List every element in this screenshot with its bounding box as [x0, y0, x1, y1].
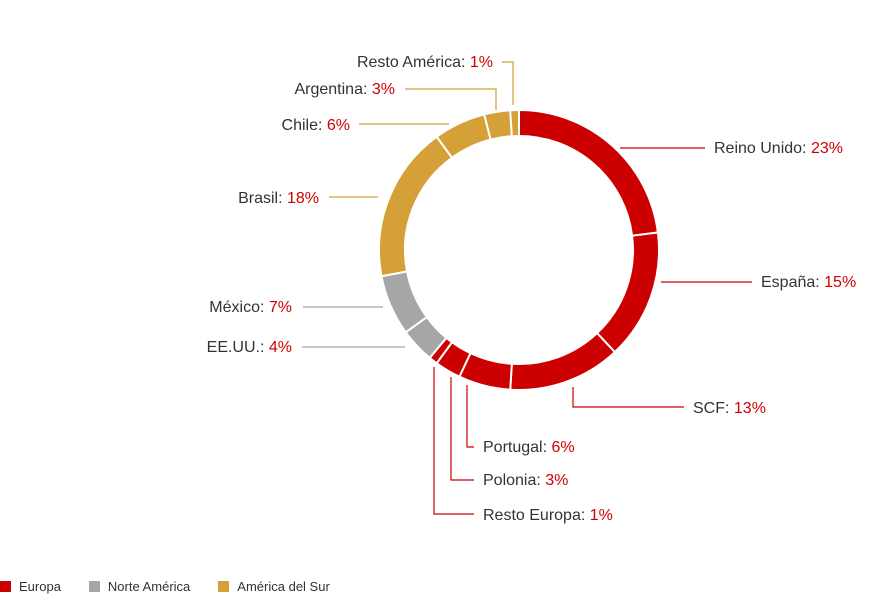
- slice-brasil: [378, 135, 454, 278]
- label-name-resto-europa: Resto Europa:: [483, 507, 590, 524]
- label-value-scf: 13%: [734, 400, 766, 417]
- legend-item-europa: Europa: [0, 579, 61, 594]
- label-mexico: México: 7%: [209, 299, 292, 316]
- label-resto-america: Resto América: 1%: [357, 54, 493, 71]
- label-name-scf: SCF:: [693, 400, 734, 417]
- label-name-reino-unido: Reino Unido:: [714, 140, 811, 157]
- label-value-espana: 15%: [824, 274, 856, 291]
- legend-swatch-europa: [0, 581, 11, 592]
- slice-espana: [595, 231, 660, 354]
- label-value-argentina: 3%: [372, 81, 395, 98]
- label-chile: Chile: 6%: [282, 117, 350, 134]
- label-resto-europa: Resto Europa: 1%: [483, 507, 613, 524]
- label-value-brasil: 18%: [287, 190, 319, 207]
- label-value-portugal: 6%: [551, 439, 574, 456]
- leader-line-portugal: [466, 385, 474, 448]
- leader-line-resto-america: [502, 61, 514, 105]
- legend-label-europa: Europa: [19, 579, 61, 594]
- label-value-mexico: 7%: [269, 299, 292, 316]
- label-value-resto-europa: 1%: [590, 507, 613, 524]
- label-name-espana: España:: [761, 274, 824, 291]
- label-name-polonia: Polonia:: [483, 472, 545, 489]
- leader-line-scf: [572, 387, 684, 408]
- label-scf: SCF: 13%: [693, 400, 766, 417]
- label-argentina: Argentina: 3%: [294, 81, 395, 98]
- legend-swatch-norte-america: [88, 581, 100, 592]
- label-value-ee-uu: 4%: [269, 339, 292, 356]
- label-name-chile: Chile:: [282, 117, 327, 134]
- slice-reino-unido: [518, 108, 660, 237]
- label-value-reino-unido: 23%: [811, 140, 843, 157]
- legend-swatch-america-del-sur: [218, 581, 230, 592]
- legend-label-norte-america: Norte América: [107, 579, 191, 594]
- label-name-ee-uu: EE.UU.:: [207, 339, 269, 356]
- leader-line-argentina: [405, 88, 497, 110]
- legend-item-norte-america: Norte América: [88, 579, 191, 594]
- label-name-portugal: Portugal:: [483, 439, 551, 456]
- label-espana: España: 15%: [761, 274, 856, 291]
- label-value-polonia: 3%: [545, 472, 568, 489]
- label-reino-unido: Reino Unido: 23%: [714, 140, 843, 157]
- label-brasil: Brasil: 18%: [238, 190, 319, 207]
- label-name-resto-america: Resto América:: [357, 54, 470, 71]
- label-name-mexico: México:: [209, 299, 269, 316]
- slice-mexico: [380, 270, 429, 334]
- label-polonia: Polonia: 3%: [483, 472, 568, 489]
- label-value-resto-america: 1%: [470, 54, 493, 71]
- legend-label-america-del-sur: América del Sur: [237, 579, 330, 594]
- leader-line-resto-europa: [433, 367, 474, 515]
- slice-resto-america: [509, 108, 520, 138]
- label-name-argentina: Argentina:: [294, 81, 371, 98]
- leader-line-polonia: [450, 377, 474, 481]
- legend-item-america-del-sur: América del Sur: [218, 579, 330, 594]
- legend: Europa Norte América América del Sur: [0, 579, 358, 594]
- label-value-chile: 6%: [327, 117, 350, 134]
- slice-scf: [509, 331, 617, 391]
- label-ee-uu: EE.UU.: 4%: [207, 339, 292, 356]
- label-portugal: Portugal: 6%: [483, 439, 575, 456]
- label-name-brasil: Brasil:: [238, 190, 287, 207]
